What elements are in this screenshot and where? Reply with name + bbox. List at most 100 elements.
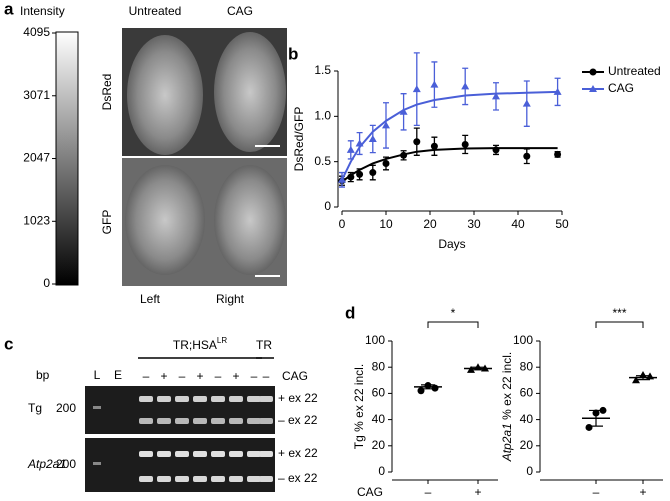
point — [424, 382, 432, 390]
significance-label: * — [451, 306, 456, 320]
band — [139, 418, 153, 424]
lane-label: L — [94, 368, 101, 382]
lane-sign: – — [215, 369, 222, 383]
band — [157, 451, 171, 457]
colorbar-tick-label: 2047 — [23, 151, 50, 165]
colorbar-tick-label: 4095 — [23, 25, 50, 39]
lane-sign: – — [251, 369, 258, 383]
band — [229, 396, 243, 402]
point — [481, 364, 489, 372]
band — [139, 476, 153, 482]
group-label: TR;HSALR — [173, 336, 227, 352]
band — [193, 418, 207, 424]
lane-sign: + — [232, 369, 239, 383]
band — [157, 396, 171, 402]
control-label: TR — [256, 338, 272, 352]
y-tick-label: 40 — [372, 412, 386, 426]
x-tick-label: + — [639, 485, 646, 499]
lane-sign: + — [196, 369, 203, 383]
point — [338, 175, 346, 183]
bp-label: bp — [36, 368, 50, 382]
column-label: Untreated — [129, 4, 182, 18]
band — [175, 418, 189, 424]
point — [431, 384, 439, 392]
point — [592, 409, 600, 417]
side-label: Right — [216, 292, 245, 306]
point — [369, 169, 377, 177]
y-tick-label: 1.5 — [314, 63, 331, 77]
group-superscript: LR — [217, 336, 227, 345]
panel-label: c — [4, 334, 13, 353]
legend-marker — [589, 85, 597, 92]
x-tick-label: – — [425, 485, 432, 499]
y-tick-label: 100 — [365, 333, 385, 347]
panel-label: d — [345, 303, 355, 322]
band — [247, 418, 261, 424]
band — [211, 476, 225, 482]
colorbar-tick-label: 0 — [43, 276, 50, 290]
band — [211, 451, 225, 457]
y-tick-label: 20 — [520, 438, 534, 452]
band — [157, 418, 171, 424]
x-tick-label: 30 — [467, 217, 481, 231]
gene-label: Tg — [28, 401, 42, 415]
band — [139, 396, 153, 402]
x-tick-label: 40 — [511, 217, 525, 231]
size-label: 200 — [56, 401, 76, 415]
x-axis-label: CAG — [357, 485, 383, 499]
colorbar-tick-label: 3071 — [23, 88, 50, 102]
gene-label: Atp2a1 — [27, 457, 66, 471]
point — [492, 92, 500, 100]
gel-bands — [93, 396, 273, 482]
band — [229, 451, 243, 457]
band — [247, 396, 261, 402]
band — [93, 462, 101, 465]
y-axis-label-part: % ex 22 incl. — [500, 352, 514, 423]
point — [346, 145, 355, 153]
significance-bracket — [595, 321, 644, 328]
band — [175, 451, 189, 457]
legend-label: Untreated — [608, 64, 661, 78]
point — [599, 406, 607, 414]
band — [259, 451, 273, 457]
point — [382, 159, 390, 167]
point — [461, 140, 469, 148]
point — [492, 146, 500, 154]
y-tick-label: 0 — [324, 199, 331, 213]
side-label: Left — [140, 292, 161, 306]
y-tick-label: 0 — [526, 464, 533, 478]
legend-label: CAG — [608, 81, 634, 95]
x-tick-label: – — [593, 485, 600, 499]
y-tick-label: 0 — [378, 464, 385, 478]
band — [157, 476, 171, 482]
point — [523, 152, 531, 160]
point — [522, 99, 531, 107]
point — [467, 365, 475, 373]
x-tick-label: 20 — [423, 217, 437, 231]
point — [646, 372, 654, 380]
point — [417, 387, 425, 395]
y-tick-label: 80 — [520, 359, 534, 373]
point — [400, 151, 408, 159]
band-label: – ex 22 — [278, 413, 318, 427]
point — [430, 80, 439, 88]
size-label: 200 — [56, 457, 76, 471]
fit-line — [341, 147, 558, 183]
point — [585, 423, 593, 431]
band — [175, 396, 189, 402]
point — [412, 85, 421, 93]
band — [139, 451, 153, 457]
row-label: DsRed — [100, 74, 114, 111]
point — [355, 139, 364, 147]
y-tick-label: 20 — [372, 438, 386, 452]
band — [259, 396, 273, 402]
y-tick-label: 100 — [513, 333, 533, 347]
band — [193, 476, 207, 482]
point — [474, 363, 482, 371]
y-tick-label: 80 — [372, 359, 386, 373]
point — [399, 107, 408, 115]
x-tick-label: + — [474, 485, 481, 499]
band — [211, 396, 225, 402]
point — [553, 87, 562, 95]
